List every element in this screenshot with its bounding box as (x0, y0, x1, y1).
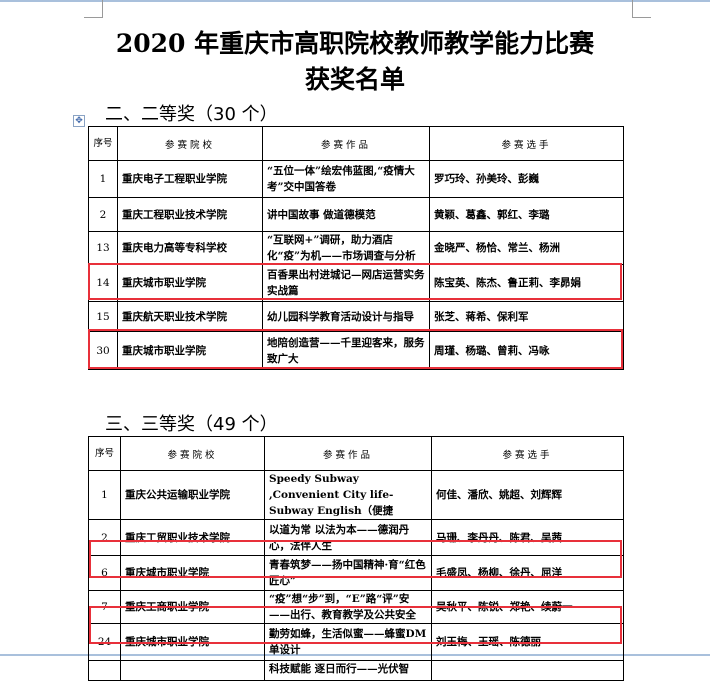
table-row: 14 重庆城市职业学院 百香果出村进城记—网店运营实务实战篇 陈宝英、陈杰、鲁正莉、李… (88, 264, 624, 302)
margin-corner-mark-right (632, 0, 651, 18)
cell-school: 重庆城市职业学院 (117, 331, 263, 370)
cell-school: 重庆城市职业学院 (120, 623, 265, 661)
column-header-work: 参赛作品 (264, 436, 432, 471)
cell-members (431, 660, 624, 681)
cell-no: 1 (88, 470, 121, 520)
cell-no: 7 (88, 590, 121, 624)
table-row: 15 重庆航天职业技术学院 幼儿园科学教育活动设计与指导 张芝、蒋希、保利军 (88, 301, 624, 332)
cell-members: 陈宝英、陈杰、鲁正莉、李昴娟 (429, 264, 624, 302)
third-prize-table: 序号 参赛院校 参赛作品 参赛选手 1 重庆公共运输职业学院 Speedy Subway ,… (88, 436, 624, 681)
cell-school: 重庆工贸职业技术学院 (120, 519, 265, 556)
cell-school (120, 660, 265, 681)
cell-no (88, 660, 121, 681)
cell-no: 30 (88, 331, 118, 370)
cell-work: “疫”想“步”到，“E”路“评”安——出行、教育教学及公共安全 (264, 590, 432, 624)
column-header-work: 参赛作品 (262, 126, 430, 161)
margin-corner-mark-left (84, 0, 103, 18)
table-row: 科技赋能 逐日而行——光伏智 (88, 660, 624, 681)
section-heading-second-prize: 二、二等奖（30 个） (105, 104, 278, 125)
cell-work: 青春筑梦——扬中国精神·育“红色匠心” (264, 555, 432, 591)
column-header-number: 序号 (88, 126, 118, 161)
cell-work: Speedy Subway ,Convenient City life-Subw… (264, 470, 432, 520)
table-header-row: 序号 参赛院校 参赛作品 参赛选手 (88, 436, 624, 471)
table-row: 6 重庆城市职业学院 青春筑梦——扬中国精神·育“红色匠心” 毛盛凤、杨柳、徐丹、屈洋 (88, 555, 624, 591)
table-header-row: 序号 参赛院校 参赛作品 参赛选手 (88, 126, 624, 161)
table-row: 24 重庆城市职业学院 勤劳如蜂，生活似蜜——蜂蜜DM单设计 刘玉梅、王瑶、陈德丽 (88, 623, 624, 661)
cell-school: 重庆电力高等专科学校 (117, 231, 263, 265)
second-prize-table: 序号 参赛院校 参赛作品 参赛选手 1 重庆电子工程职业学院 “五位一体”绘宏伟蓝图,“疫情… (88, 126, 624, 370)
column-header-members: 参赛选手 (429, 126, 624, 161)
cell-no: 1 (88, 160, 118, 198)
table-row: 2 重庆工程职业技术学院 讲中国故事 做道德模范 黄颖、葛鑫、郭红、李璐 (88, 197, 624, 232)
cell-members: 刘玉梅、王瑶、陈德丽 (431, 623, 624, 661)
move-cross-icon[interactable]: ✥ (73, 115, 85, 127)
table-row: 2 重庆工贸职业技术学院 以道为常 以法为本——德润丹心，法伴人生 马珊、李丹丹、陈君… (88, 519, 624, 556)
table-row: 7 重庆工商职业学院 “疫”想“步”到，“E”路“评”安——出行、教育教学及公共安全… (88, 590, 624, 624)
table-row: 1 重庆电子工程职业学院 “五位一体”绘宏伟蓝图,“疫情大考”交中国答卷 罗巧玲、孙美… (88, 160, 624, 198)
cell-no: 24 (88, 623, 121, 661)
cell-members: 周瑾、杨璐、曾莉、冯咏 (429, 331, 624, 370)
window-top-edge (0, 0, 710, 2)
cell-no: 2 (88, 519, 121, 556)
cell-members: 黄颖、葛鑫、郭红、李璐 (429, 197, 624, 232)
cell-school: 重庆城市职业学院 (120, 555, 265, 591)
cell-members: 罗巧玲、孙美玲、彭巍 (429, 160, 624, 198)
cell-school: 重庆城市职业学院 (117, 264, 263, 302)
cell-no: 6 (88, 555, 121, 591)
cell-work: 勤劳如蜂，生活似蜜——蜂蜜DM单设计 (264, 623, 432, 661)
table-row: 13 重庆电力高等专科学校 “互联网+”调研，助力酒店化“疫”为机——市场调查与分析… (88, 231, 624, 265)
table-row: 1 重庆公共运输职业学院 Speedy Subway ,Convenient Cit… (88, 470, 624, 520)
cell-no: 13 (88, 231, 118, 265)
cell-work: “五位一体”绘宏伟蓝图,“疫情大考”交中国答卷 (262, 160, 430, 198)
cell-school: 重庆航天职业技术学院 (117, 301, 263, 332)
table-row: 30 重庆城市职业学院 地陪创造营——千里迎客来，服务致广大 周瑾、杨璐、曾莉、冯咏 (88, 331, 624, 370)
cell-members: 马珊、李丹丹、陈君、吴茜 (431, 519, 624, 556)
cell-members: 何佳、潘欣、姚超、刘辉辉 (431, 470, 624, 520)
cell-members: 金晓严、杨恰、常兰、杨洲 (429, 231, 624, 265)
cell-no: 2 (88, 197, 118, 232)
cell-work: 以道为常 以法为本——德润丹心，法伴人生 (264, 519, 432, 556)
cell-school: 重庆工程职业技术学院 (117, 197, 263, 232)
cell-no: 14 (88, 264, 118, 302)
column-header-number: 序号 (88, 436, 121, 471)
cell-work: 幼儿园科学教育活动设计与指导 (262, 301, 430, 332)
cell-work: 地陪创造营——千里迎客来，服务致广大 (262, 331, 430, 370)
cell-no: 15 (88, 301, 118, 332)
cell-school: 重庆电子工程职业学院 (117, 160, 263, 198)
cell-work: 讲中国故事 做道德模范 (262, 197, 430, 232)
document-title-line1: 2020 年重庆市高职院校教师教学能力比赛 (115, 29, 595, 58)
cell-work: 百香果出村进城记—网店运营实务实战篇 (262, 264, 430, 302)
cell-school: 重庆工商职业学院 (120, 590, 265, 624)
cell-members: 毛盛凤、杨柳、徐丹、屈洋 (431, 555, 624, 591)
column-header-members: 参赛选手 (431, 436, 624, 471)
cell-work: “互联网+”调研，助力酒店化“疫”为机——市场调查与分析 (262, 231, 430, 265)
cell-work: 科技赋能 逐日而行——光伏智 (264, 660, 432, 681)
cell-members: 张芝、蒋希、保利军 (429, 301, 624, 332)
column-header-school: 参赛院校 (117, 126, 263, 161)
column-header-school: 参赛院校 (120, 436, 265, 471)
cell-members: 吴秋平、陈锐、郑艳、续蔚一 (431, 590, 624, 624)
document-title-line2: 获奖名单 (304, 65, 405, 94)
cell-school: 重庆公共运输职业学院 (120, 470, 265, 520)
section-heading-third-prize: 三、三等奖（49 个） (105, 414, 278, 435)
